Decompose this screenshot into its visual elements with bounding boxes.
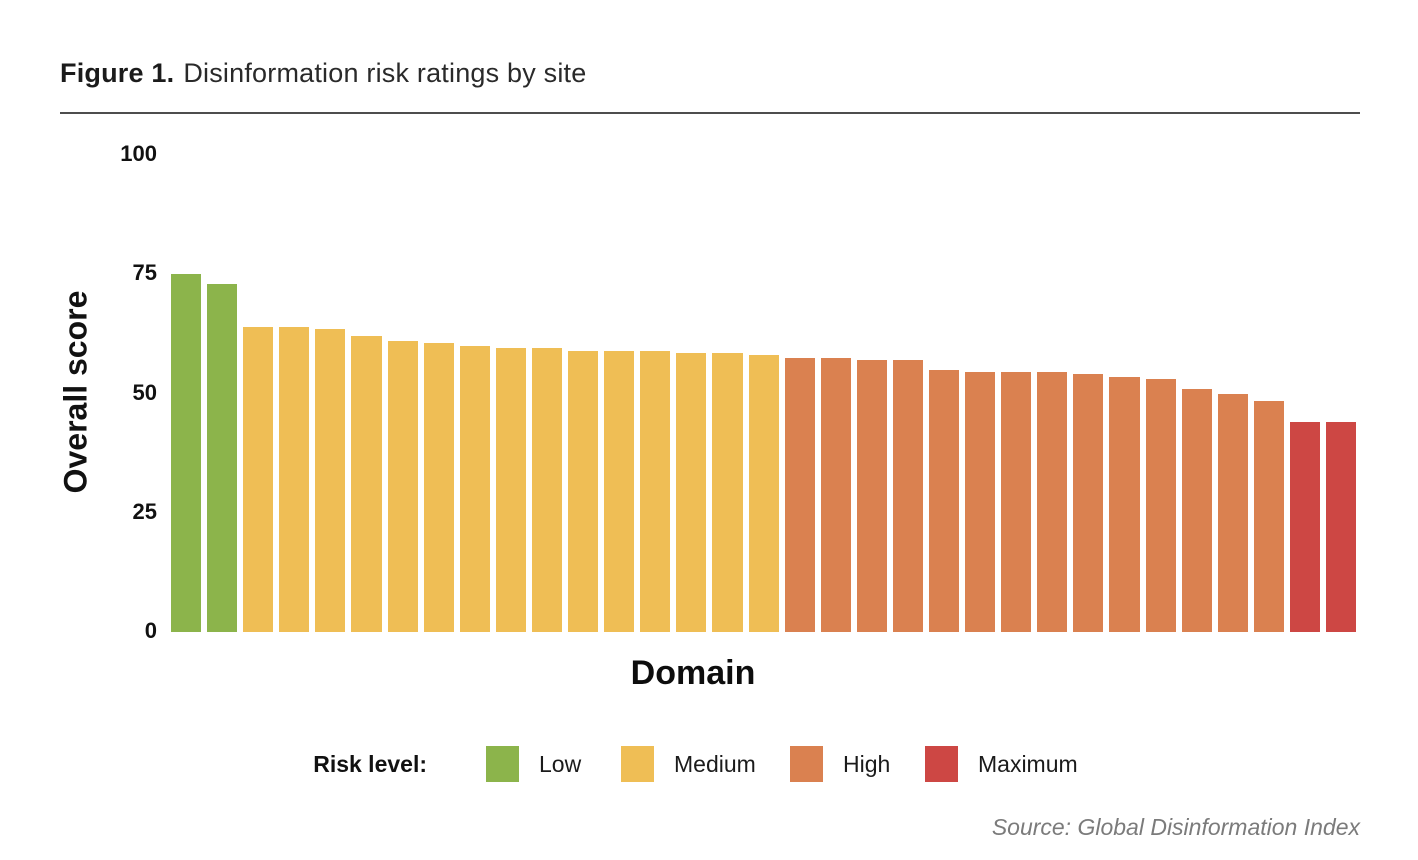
title-divider [60,112,1360,114]
legend: Risk level: Low Medium High Maximum [0,745,1418,785]
bar-high-risk [1253,400,1284,632]
bar-high-risk [965,372,996,632]
legend-item-low: Low [486,745,581,783]
bar-medium-risk [243,326,274,632]
y-tick-label: 50 [132,379,157,405]
bar-high-risk [928,369,960,632]
bar-medium-risk [459,345,490,632]
bar-low-risk [171,274,202,632]
bar-medium-risk [568,350,599,632]
legend-item-medium: Medium [621,745,756,783]
bar-medium-risk [315,329,346,632]
bar-maximum-risk [1326,422,1357,632]
legend-title: Risk level: [313,751,427,777]
bar-high-risk [1001,372,1032,632]
legend-swatch-medium [621,746,654,782]
legend-swatch-maximum [925,746,958,782]
bar-medium-risk [604,350,635,632]
legend-label: High [843,750,891,777]
y-tick-label: 75 [132,260,157,286]
bar-high-risk [820,357,851,632]
bar-high-risk [1037,372,1068,632]
plot-area [171,155,1357,632]
legend-swatch-high [790,746,823,782]
bar-medium-risk [640,350,671,632]
legend-swatch-low [486,746,519,782]
bar-high-risk [892,360,923,632]
bar-medium-risk [676,352,707,632]
legend-label: Low [539,750,582,777]
bar-high-risk [1109,376,1140,632]
y-tick-label: 0 [144,618,157,643]
legend-label: Maximum [978,750,1078,777]
figure-title-number: Figure 1. [60,58,175,88]
bar-high-risk [1181,388,1212,632]
x-axis-title: Domain [630,654,756,692]
bar-high-risk [1073,374,1104,632]
bar-medium-risk [748,355,779,632]
bar-low-risk [207,283,238,632]
bar-high-risk [1145,379,1176,632]
legend-item-high: High [790,745,890,783]
figure-title: Figure 1. Disinformation risk ratings by … [60,58,586,89]
bar-medium-risk [351,336,382,632]
source-note: Source: Global Disinformation Index [991,814,1360,840]
bar-series [171,155,1357,632]
bar-medium-risk [531,348,563,632]
bar-medium-risk [423,343,454,632]
bar-maximum-risk [1289,422,1320,632]
bar-high-risk [1217,393,1248,632]
bar-high-risk [784,357,815,632]
legend-label: Medium [674,750,756,777]
y-tick-label: 25 [132,498,157,524]
bar-medium-risk [712,352,743,632]
bar-medium-risk [279,326,310,632]
y-tick-label: 100 [120,141,157,166]
bar-medium-risk [495,348,526,632]
bar-medium-risk [387,341,418,632]
figure-title-text: Disinformation risk ratings by site [183,58,587,88]
legend-item-maximum: Maximum [925,745,1078,783]
bar-high-risk [856,360,887,632]
